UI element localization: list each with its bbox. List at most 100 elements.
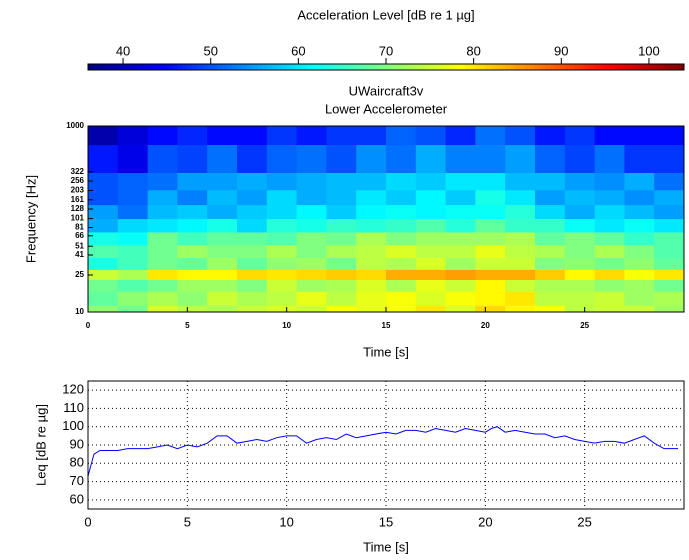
colorbar-segment — [475, 64, 481, 70]
heatmap-cell — [505, 218, 536, 233]
heatmap-cell — [147, 231, 178, 246]
colorbar-segment — [405, 64, 412, 70]
heatmap-cell — [356, 126, 387, 146]
heatmap-cell — [624, 204, 655, 220]
heatmap-cell — [564, 305, 596, 312]
heatmap-cell — [147, 144, 178, 173]
heatmap-cell — [117, 291, 149, 306]
x-tick-label: 5 — [184, 514, 191, 529]
colorbar-segment — [430, 64, 437, 70]
heatmap-cell — [386, 291, 417, 306]
heatmap-cell — [147, 218, 178, 233]
heatmap-cell — [266, 279, 298, 292]
colorbar-segment — [539, 64, 546, 70]
colorbar-segment — [470, 64, 476, 70]
y-tick-label: 256 — [71, 176, 85, 185]
colorbar-tick-label: 50 — [203, 43, 217, 58]
colorbar-segment — [445, 64, 452, 70]
heatmap-cell — [147, 279, 178, 292]
heatmap-cell — [296, 231, 327, 246]
heatmap-cell — [88, 218, 119, 233]
heatmap-cell — [207, 218, 238, 233]
colorbar-segment — [107, 64, 114, 70]
colorbar-segment — [187, 64, 193, 70]
heatmap-cell — [147, 172, 178, 191]
y-tick-label: 66 — [75, 231, 84, 240]
heatmap-cell — [654, 279, 684, 292]
colorbar-segment — [381, 64, 387, 70]
colorbar-segment — [316, 64, 322, 70]
heatmap-cell — [475, 279, 506, 292]
heatmap-cell — [535, 189, 566, 206]
heatmap-cell — [266, 218, 298, 233]
heatmap-cell — [296, 144, 327, 173]
heatmap-cell — [177, 279, 208, 292]
heatmap-cell — [296, 257, 327, 270]
colorbar-segment — [301, 64, 308, 70]
heatmap-cell — [654, 244, 684, 259]
heatmap-cell — [237, 279, 268, 292]
heatmap-cell — [177, 144, 208, 173]
heatmap-cell — [535, 126, 566, 146]
heatmap-cell — [207, 144, 238, 173]
colorbar-segment — [624, 64, 630, 70]
colorbar-segment — [112, 64, 119, 70]
heatmap-cell — [296, 218, 327, 233]
heatmap-cell — [505, 244, 536, 259]
colorbar-segment — [341, 64, 347, 70]
heatmap-cell — [475, 126, 506, 146]
y-tick-label: 41 — [75, 250, 84, 259]
heatmap-cell — [386, 305, 417, 312]
heatmap-cell — [505, 144, 536, 173]
heatmap-cell — [326, 172, 357, 191]
heatmap-cell — [147, 204, 178, 220]
colorbar-segment — [420, 64, 427, 70]
heatmap-cell — [415, 244, 447, 259]
colorbar-segment — [390, 64, 397, 70]
heatmap-cell — [415, 126, 447, 146]
heatmap-cell — [296, 305, 327, 312]
heatmap-cell — [177, 126, 208, 146]
colorbar-segment — [291, 64, 298, 70]
heatmap-cell — [624, 257, 655, 270]
heatmap-cell — [296, 126, 327, 146]
heatmap-cell — [475, 291, 506, 306]
heatmap-cell — [445, 257, 476, 270]
colorbar-segment — [371, 64, 377, 70]
colorbar-segment — [440, 64, 447, 70]
heatmap-cell — [296, 189, 327, 206]
colorbar-tick-label: 40 — [116, 43, 130, 58]
y-tick-label: 203 — [71, 186, 85, 195]
heatmap-cell — [654, 172, 684, 191]
heatmap-cell — [266, 189, 298, 206]
heatmap-cell — [177, 244, 208, 259]
plot-frame — [87, 380, 685, 510]
heatmap-cell — [88, 144, 119, 173]
colorbar-tick-label: 60 — [291, 43, 305, 58]
heatmap-cell — [207, 189, 238, 206]
heatmap-cell — [326, 231, 357, 246]
y-tick-label: 70 — [70, 473, 84, 488]
heatmap-cell — [415, 204, 447, 220]
heatmap-cell — [207, 244, 238, 259]
colorbar-segment — [237, 64, 243, 70]
colorbar-segment — [544, 64, 551, 70]
heatmap-cell — [117, 231, 149, 246]
colorbar-segment — [162, 64, 168, 70]
colorbar-segment — [122, 64, 129, 70]
heatmap-cell — [117, 172, 149, 191]
y-tick-label: 110 — [63, 400, 84, 415]
heatmap-cell — [624, 305, 655, 312]
colorbar-segment — [569, 64, 576, 70]
colorbar-segment — [435, 64, 442, 70]
heatmap-cell — [117, 189, 149, 206]
heatmap-cell — [654, 126, 684, 146]
colorbar-segment — [102, 64, 109, 70]
heatmap-cell — [237, 172, 268, 191]
colorbar-segment — [256, 64, 263, 70]
colorbar-segment — [321, 64, 327, 70]
colorbar-segment — [490, 64, 496, 70]
colorbar-segment — [415, 64, 422, 70]
colorbar-segment — [455, 64, 461, 70]
colorbar-segment — [669, 64, 675, 70]
